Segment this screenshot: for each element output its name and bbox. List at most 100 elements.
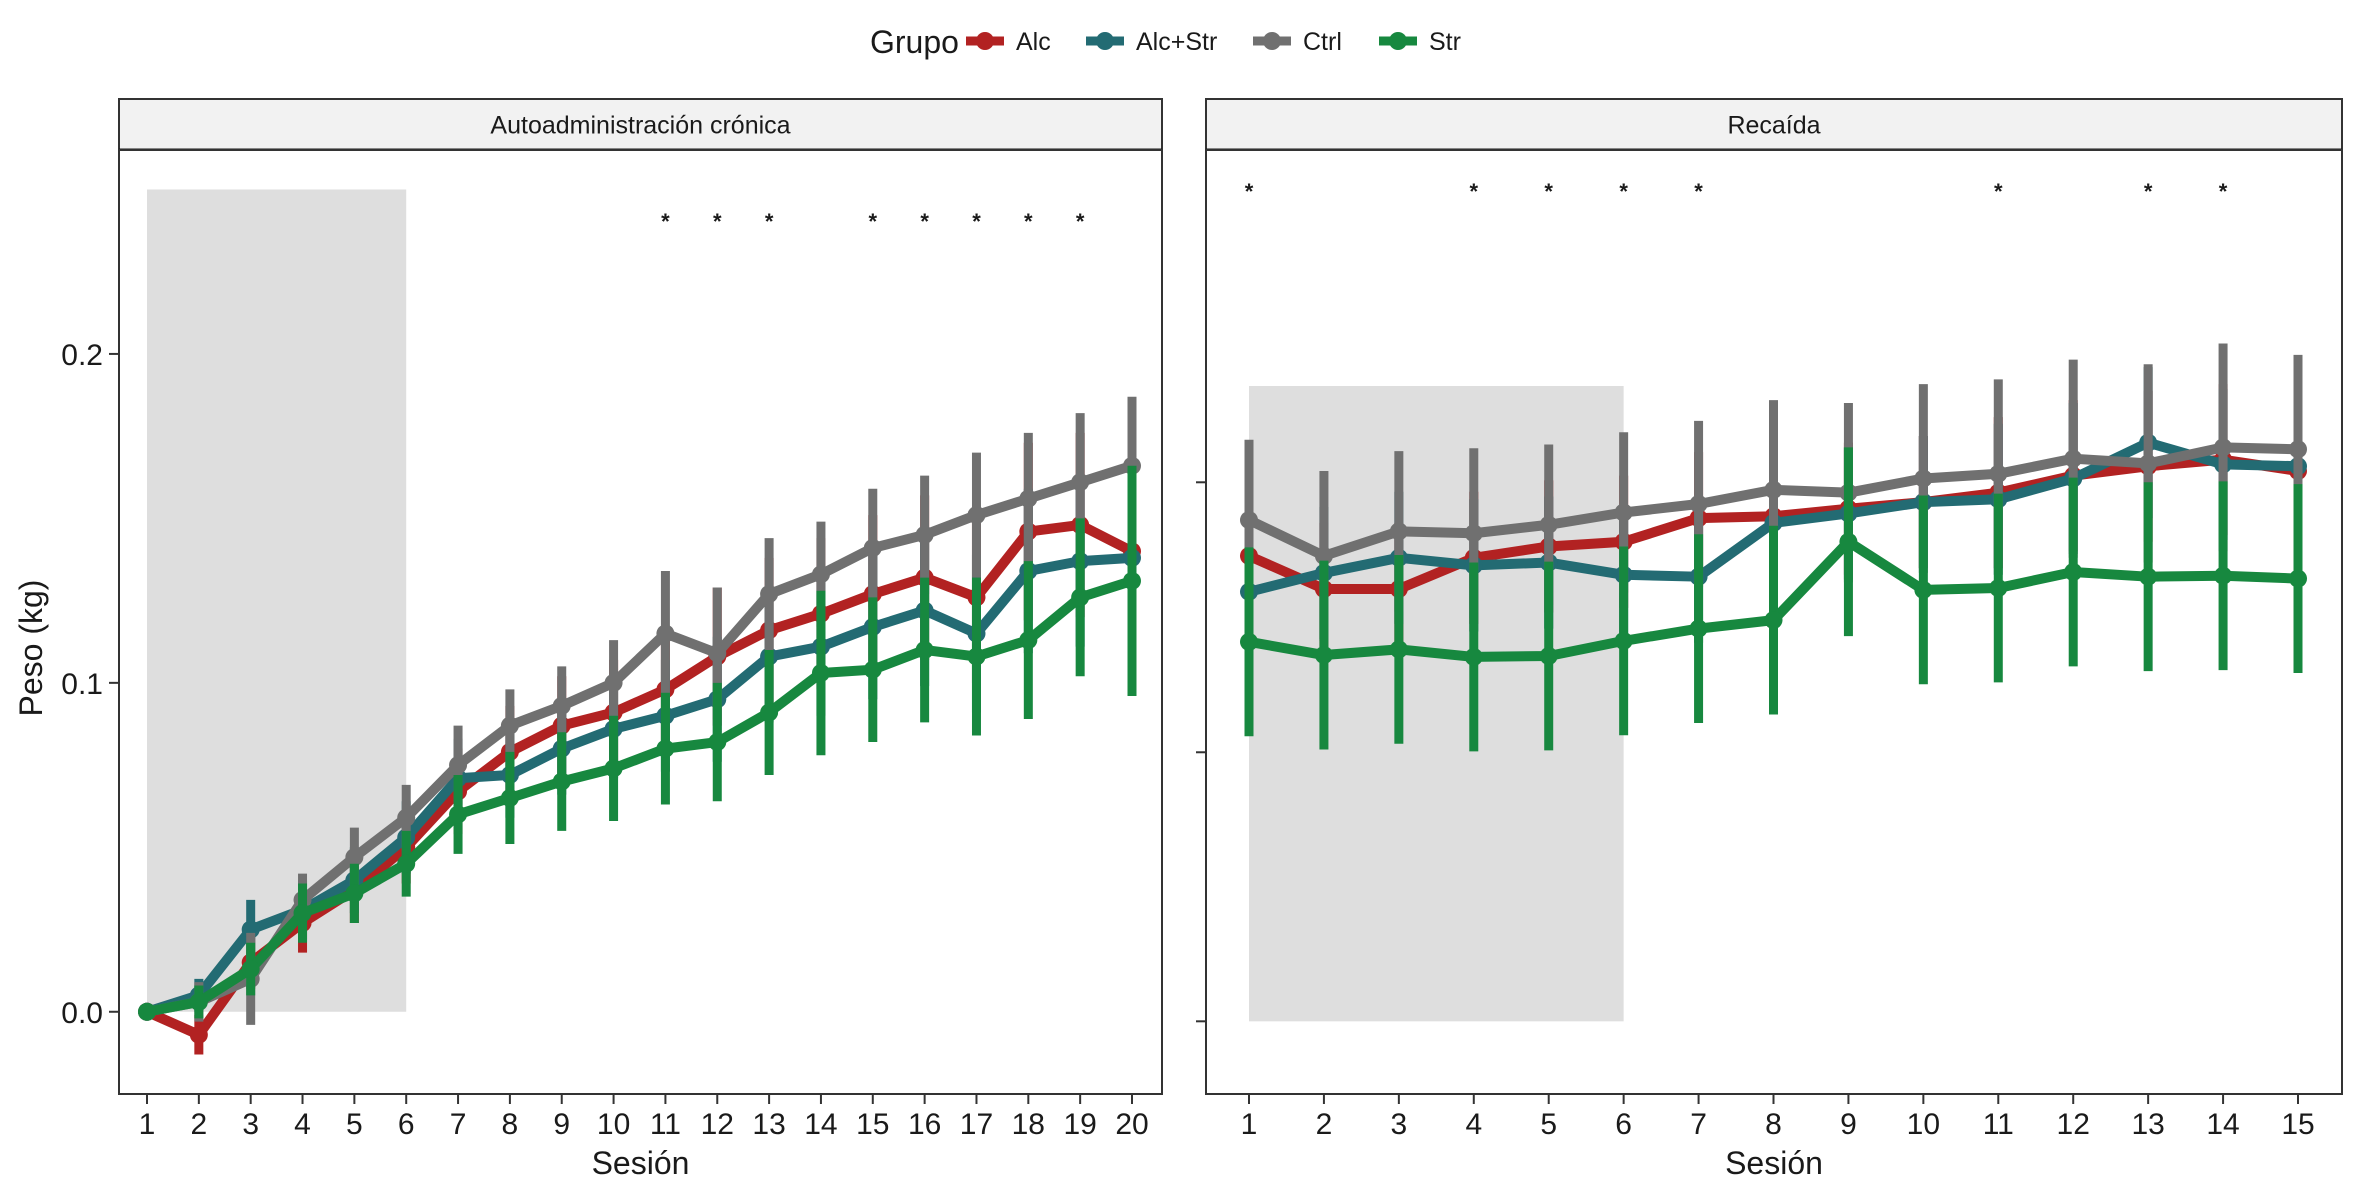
legend-label: Alc xyxy=(1016,28,1051,56)
data-point xyxy=(241,960,260,979)
x-tick-label: 20 xyxy=(1115,1108,1148,1141)
x-tick-label: 7 xyxy=(450,1108,467,1141)
data-point xyxy=(2214,438,2233,457)
series-Str xyxy=(138,465,1141,1021)
legend-key-point xyxy=(1389,32,1407,50)
data-point xyxy=(2139,454,2158,473)
data-point xyxy=(1914,580,1933,599)
data-point xyxy=(915,640,934,659)
data-point xyxy=(1914,469,1933,488)
significance-mark: * xyxy=(2219,179,2228,204)
significance-mark: * xyxy=(1619,179,1628,204)
data-point xyxy=(449,756,468,775)
significance-mark: * xyxy=(661,209,670,234)
series-line xyxy=(146,460,1134,1017)
data-point xyxy=(1989,464,2008,483)
data-point xyxy=(1689,619,1708,638)
legend-key-point xyxy=(1096,32,1114,50)
x-tick-label: 6 xyxy=(398,1108,415,1141)
data-point xyxy=(397,854,416,873)
legend-key-point xyxy=(976,32,994,50)
data-point xyxy=(1071,473,1090,492)
data-point xyxy=(1839,532,1858,551)
x-tick-label: 6 xyxy=(1615,1108,1632,1141)
data-point xyxy=(397,808,416,827)
data-point xyxy=(1614,503,1633,522)
data-point xyxy=(708,733,727,752)
legend-label: Ctrl xyxy=(1303,28,1342,56)
significance-mark: * xyxy=(972,209,981,234)
series-Str xyxy=(1240,447,2307,752)
data-point xyxy=(2064,562,2083,581)
data-point xyxy=(1614,631,1633,650)
x-tick-label: 5 xyxy=(1540,1108,1557,1141)
x-tick-label: 1 xyxy=(139,1108,156,1141)
x-tick-label: 5 xyxy=(346,1108,363,1141)
y-tick-label: 0.1 xyxy=(61,668,103,701)
data-point xyxy=(1539,515,1558,534)
data-point xyxy=(967,506,986,525)
data-point xyxy=(1240,511,1258,530)
data-point xyxy=(449,805,468,824)
x-tick-label: 16 xyxy=(908,1108,941,1141)
data-point xyxy=(1464,647,1483,666)
data-point xyxy=(1389,522,1408,541)
significance-mark: * xyxy=(1470,179,1479,204)
legend-label: Alc+Str xyxy=(1136,28,1217,56)
data-point xyxy=(500,716,519,735)
significance-mark: * xyxy=(920,209,929,234)
data-point xyxy=(2214,566,2233,585)
data-point xyxy=(760,703,779,722)
data-point xyxy=(604,759,623,778)
significance-mark: * xyxy=(1245,179,1254,204)
data-point xyxy=(1314,546,1333,565)
x-tick-label: 12 xyxy=(2057,1108,2090,1141)
data-point xyxy=(604,673,623,692)
x-tick-label: 14 xyxy=(804,1108,837,1141)
data-point xyxy=(345,848,364,867)
x-tick-label: 13 xyxy=(752,1108,785,1141)
data-point xyxy=(2289,569,2307,588)
y-axis-title: Peso (kg) xyxy=(13,580,49,717)
data-point xyxy=(656,739,675,758)
y-tick-label: 0.0 xyxy=(61,997,103,1030)
x-tick-label: 15 xyxy=(856,1108,889,1141)
data-point xyxy=(708,644,727,663)
x-tick-label: 8 xyxy=(502,1108,519,1141)
data-point xyxy=(2289,440,2307,459)
x-tick-label: 3 xyxy=(242,1108,259,1141)
data-point xyxy=(1314,646,1333,665)
series-line xyxy=(144,519,1135,1040)
x-tick-label: 7 xyxy=(1690,1108,1707,1141)
x-tick-label: 10 xyxy=(1907,1108,1940,1141)
data-point xyxy=(811,663,830,682)
x-tick-label: 17 xyxy=(960,1108,993,1141)
data-point xyxy=(552,772,571,791)
x-axis-title: Sesión xyxy=(592,1145,690,1181)
legend: Grupo Alc Alc+Str Ctrl Str xyxy=(870,24,1461,60)
data-point xyxy=(2064,449,2083,468)
shaded-region xyxy=(1249,386,1624,1022)
x-axis-title: Sesión xyxy=(1725,1145,1823,1181)
significance-mark: * xyxy=(1076,209,1085,234)
significance-mark: * xyxy=(1024,209,1033,234)
significance-mark: * xyxy=(1694,179,1703,204)
data-point xyxy=(1389,640,1408,659)
data-point xyxy=(1240,632,1258,651)
data-point xyxy=(2139,567,2158,586)
data-point xyxy=(345,884,364,903)
data-point xyxy=(293,904,312,923)
x-tick-label: 9 xyxy=(553,1108,570,1141)
data-point xyxy=(189,992,208,1011)
data-point xyxy=(760,585,779,604)
data-point xyxy=(1539,646,1558,665)
data-point xyxy=(1019,631,1038,650)
significance-mark: * xyxy=(765,209,774,234)
x-tick-label: 1 xyxy=(1241,1108,1258,1141)
significance-mark: * xyxy=(713,209,722,234)
data-point xyxy=(1989,579,2008,598)
